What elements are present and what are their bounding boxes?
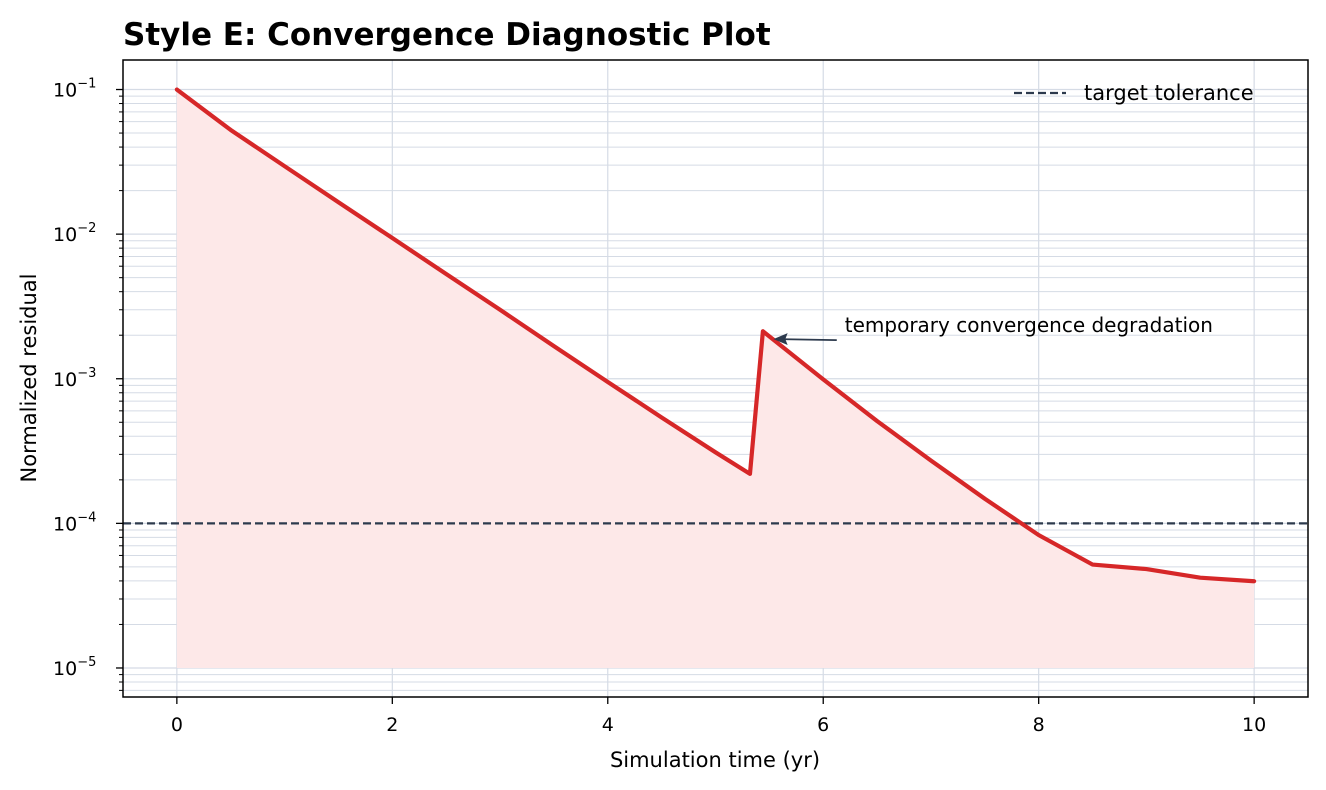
- x-tick-label: 0: [171, 714, 183, 736]
- legend: target tolerance: [1014, 81, 1254, 105]
- y-axis-label: Normalized residual: [17, 274, 41, 483]
- series-line-layer: [174, 87, 1257, 584]
- y-tick-label: 10−1: [53, 77, 96, 102]
- chart-title: Style E: Convergence Diagnostic Plot: [123, 17, 771, 53]
- y-tick-label: 10−4: [53, 510, 96, 535]
- x-tick-label: 8: [1033, 714, 1045, 736]
- annotation-text: temporary convergence degradation: [845, 313, 1213, 337]
- y-tick-label: 10−5: [53, 655, 96, 680]
- x-axis-label: Simulation time (yr): [610, 748, 820, 772]
- y-tick-label: 10−2: [53, 221, 96, 246]
- series-line: [174, 87, 1257, 584]
- x-tick-label: 4: [602, 714, 614, 736]
- annotation-arrowhead: [773, 333, 788, 346]
- legend-label-target-tolerance: target tolerance: [1084, 81, 1254, 105]
- annotation-layer: temporary convergence degradation: [773, 313, 1213, 346]
- x-tick-label: 6: [817, 714, 829, 736]
- x-tick-label: 10: [1242, 714, 1266, 736]
- annotation-arrow: [778, 338, 837, 342]
- x-tick-label: 2: [386, 714, 398, 736]
- tick-layer: 0 2 4 6 8 10 10−5 10−4 10−3 10−2 10−1: [53, 77, 1266, 736]
- y-tick-label: 10−3: [53, 366, 96, 391]
- series-fill-area: [176, 89, 1255, 668]
- series-fill-layer: [176, 89, 1255, 668]
